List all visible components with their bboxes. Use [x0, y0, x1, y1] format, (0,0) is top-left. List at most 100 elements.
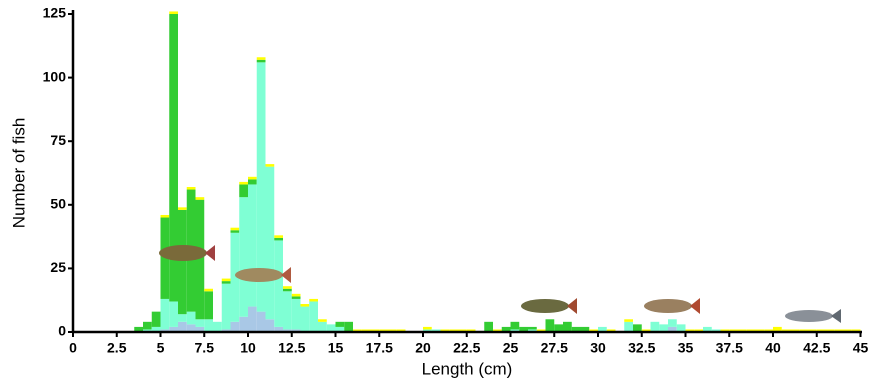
bar-segment — [484, 321, 493, 332]
bar-segment — [204, 288, 213, 292]
bar-segment — [248, 179, 257, 185]
bar-segment — [283, 291, 292, 330]
bar-segment — [195, 199, 205, 320]
bar-segment — [799, 329, 808, 332]
bar-segment — [169, 301, 178, 327]
bar-segment — [808, 329, 817, 332]
bar-segment — [160, 329, 170, 332]
bar-segment — [274, 237, 283, 241]
bar-segment — [370, 329, 380, 332]
bar-segment — [598, 326, 607, 332]
x-tick-label: 37.5 — [716, 340, 743, 356]
bar-segment — [256, 57, 266, 60]
bar-segment — [256, 62, 266, 312]
bar-segment — [178, 209, 187, 315]
bars — [134, 11, 861, 332]
bar-segment — [650, 321, 660, 332]
fish-icons — [159, 245, 841, 323]
x-tick-label: 42.5 — [803, 340, 830, 356]
bar-segment — [440, 329, 450, 332]
bar-segment — [195, 319, 205, 327]
x-tick-label: 35 — [678, 340, 694, 356]
bar-segment — [659, 324, 668, 332]
bar-segment — [309, 298, 318, 302]
bar-segment — [300, 304, 310, 307]
bar-segment — [536, 329, 546, 332]
fish-icon — [159, 245, 215, 261]
bar-segment — [501, 326, 511, 332]
bar-segment — [711, 329, 721, 332]
bar-segment — [510, 329, 520, 332]
bar-segment — [580, 326, 590, 332]
bar-segment — [204, 319, 213, 332]
bar-segment — [641, 329, 651, 332]
x-axis-label: Length (cm) — [422, 359, 513, 378]
bar-segment — [703, 326, 712, 332]
bar-segment — [458, 329, 467, 332]
bar-segment — [178, 321, 187, 332]
bar-segment — [554, 324, 563, 332]
bar-segment — [221, 281, 231, 284]
bar-segment — [633, 324, 642, 332]
x-tick-label: 12.5 — [278, 340, 305, 356]
x-tick-label: 30 — [590, 340, 606, 356]
bar-segment — [230, 230, 240, 233]
bar-segment — [781, 329, 791, 332]
bar-segment — [178, 314, 187, 322]
x-tick-label: 15 — [328, 340, 344, 356]
bar-segment — [528, 329, 537, 332]
bar-segment — [843, 329, 852, 332]
bar-segment — [624, 321, 633, 332]
bar-segment — [151, 311, 161, 327]
x-tick-label: 20 — [415, 340, 431, 356]
bar-segment — [510, 321, 520, 330]
y-tick-label: 50 — [50, 196, 66, 212]
bar-segment — [624, 319, 633, 322]
bar-segment — [309, 301, 318, 332]
x-tick-label: 27.5 — [541, 340, 568, 356]
bar-segment — [720, 329, 730, 332]
bar-segment — [834, 329, 843, 332]
bar-segment — [729, 329, 738, 332]
bar-segment — [248, 176, 257, 180]
bar-segment — [466, 329, 476, 332]
bar-segment — [230, 232, 240, 322]
bar-segment — [274, 326, 283, 332]
bar-segment — [851, 329, 861, 332]
bar-segment — [746, 329, 756, 332]
bar-segment — [528, 326, 537, 330]
bar-segment — [790, 329, 800, 332]
bar-segment — [256, 311, 266, 332]
bar-segment — [169, 11, 178, 14]
x-tick-label: 5 — [157, 340, 165, 356]
bar-segment — [606, 329, 616, 332]
bar-segment — [335, 326, 345, 332]
bar-segment — [764, 329, 773, 332]
bar-segment — [396, 329, 406, 332]
bar-segment — [274, 240, 283, 327]
bar-segment — [221, 329, 231, 332]
y-tick-label: 0 — [58, 323, 66, 339]
bar-segment — [449, 329, 458, 332]
fish-icon — [521, 298, 577, 314]
bar-segment — [221, 283, 231, 330]
x-tick-label: 25 — [503, 340, 519, 356]
bar-segment — [248, 184, 257, 307]
bar-segment — [169, 326, 178, 332]
bar-segment — [169, 14, 178, 302]
bar-segment — [230, 321, 240, 332]
bar-segment — [239, 181, 248, 185]
x-tick-label: 10 — [240, 340, 256, 356]
bar-segment — [571, 326, 581, 332]
bar-segment — [134, 326, 143, 332]
bar-segment — [283, 288, 292, 292]
bar-segment — [265, 319, 275, 332]
x-tick-label: 7.5 — [195, 340, 215, 356]
bar-segment — [186, 311, 196, 325]
bar-segment — [143, 321, 152, 330]
bar-segment — [195, 326, 205, 332]
bar-segment — [143, 329, 152, 332]
fish-icon — [644, 298, 700, 314]
